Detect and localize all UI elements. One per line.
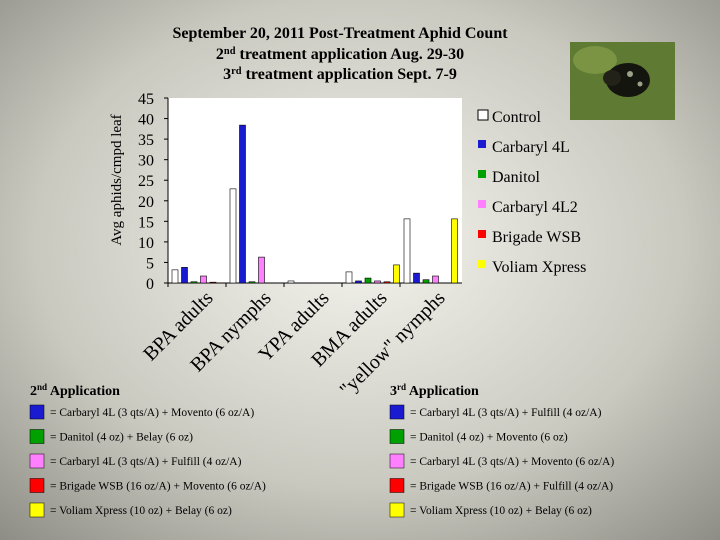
legend-swatch [477,109,489,121]
chart-subtitle-part: rd [231,66,242,77]
bar [190,281,198,284]
legend-swatch [478,170,486,178]
chart-subtitle-part: 2 [216,46,224,63]
bar [432,275,439,284]
notes-heading-part: 2 [30,384,37,399]
notes-item: = Carbaryl 4L (3 qts/A) + Fulfill (4 oz/… [50,456,242,468]
bar [171,269,179,284]
bar [403,218,411,284]
notes-swatch [389,502,405,518]
legend-swatch [478,140,486,148]
bar [287,280,295,284]
legend-label: Brigade WSB [492,229,581,246]
y-tick-label: 5 [146,255,154,272]
notes-swatch [389,453,405,469]
legend-swatch [478,230,486,238]
chart-subtitle-part: treatment application Aug. 29-30 [235,46,464,63]
bar [422,279,430,284]
notes-item: = Voliam Xpress (10 oz) + Belay (6 oz) [410,505,592,517]
notes-item: = Danitol (4 oz) + Movento (6 oz) [410,432,568,444]
chart-title: September 20, 2011 Post-Treatment Aphid … [172,25,508,42]
notes-swatch [29,502,45,518]
legend-label: Carbaryl 4L [492,139,570,156]
bar [181,267,188,284]
notes-item: = Brigade WSB (16 oz/A) + Movento (6 oz/… [50,481,266,493]
legend-label: Danitol [492,169,541,186]
bar [258,256,265,284]
notes-heading: 2nd Application [30,382,120,399]
y-tick-label: 35 [138,132,154,149]
notes-swatch [389,404,405,420]
bar [200,275,207,284]
legend-swatch [478,200,486,208]
bar [364,277,372,284]
y-axis-label: Avg aphids/cmpd leaf [109,114,125,245]
notes-item: = Voliam Xpress (10 oz) + Belay (6 oz) [50,505,232,517]
bar [413,272,420,284]
y-tick-label: 45 [138,91,154,108]
notes-item: = Brigade WSB (16 oz/A) + Fulfill (4 oz/… [410,481,613,493]
notes-heading-part: rd [397,382,406,392]
notes-swatch [389,478,405,493]
bar [393,264,400,284]
chart-subtitle-part: 3 [223,66,231,83]
bar [383,281,391,284]
bar [355,280,362,284]
chart-subtitle-part: nd [224,46,236,57]
y-tick-label: 20 [138,194,154,211]
chart-subtitle-part: treatment application Sept. 7-9 [242,66,457,83]
notes-item: = Danitol (4 oz) + Belay (6 oz) [50,432,193,444]
bar [374,280,381,284]
notes-heading-part: 3 [390,384,397,399]
notes-swatch [29,429,45,444]
bar [451,218,458,284]
chart-subtitle: 3rd treatment application Sept. 7-9 [223,66,457,84]
y-tick-label: 30 [138,153,154,170]
notes-swatch [29,453,45,469]
aphid-photo [570,42,675,120]
notes-swatch [29,478,45,493]
bar [345,271,353,284]
bar [239,124,246,284]
notes-heading: 3rd Application [390,382,479,399]
legend-label: Carbaryl 4L2 [492,199,578,216]
bar [209,281,217,284]
notes-swatch [29,404,45,420]
notes-swatch [389,429,405,444]
chart-subtitle: 2nd treatment application Aug. 29-30 [216,46,464,64]
legend-label: Voliam Xpress [492,259,586,276]
bar [248,281,256,284]
plot-area [168,98,462,283]
y-tick-label: 25 [138,173,154,190]
notes-heading-part: Application [406,384,479,399]
notes-item: = Carbaryl 4L (3 qts/A) + Fulfill (4 oz/… [410,407,602,419]
y-tick-label: 0 [146,276,154,293]
y-tick-label: 15 [138,214,154,231]
legend-label: Control [492,109,541,126]
legend-swatch [478,260,486,268]
notes-item: = Carbaryl 4L (3 qts/A) + Movento (6 oz/… [410,456,614,468]
y-tick-label: 10 [138,235,154,252]
notes-heading-part: Application [47,384,120,399]
bar [229,188,237,284]
y-tick-label: 40 [138,112,154,129]
notes-heading-part: nd [37,382,47,392]
notes-item: = Carbaryl 4L (3 qts/A) + Movento (6 oz/… [50,407,254,419]
